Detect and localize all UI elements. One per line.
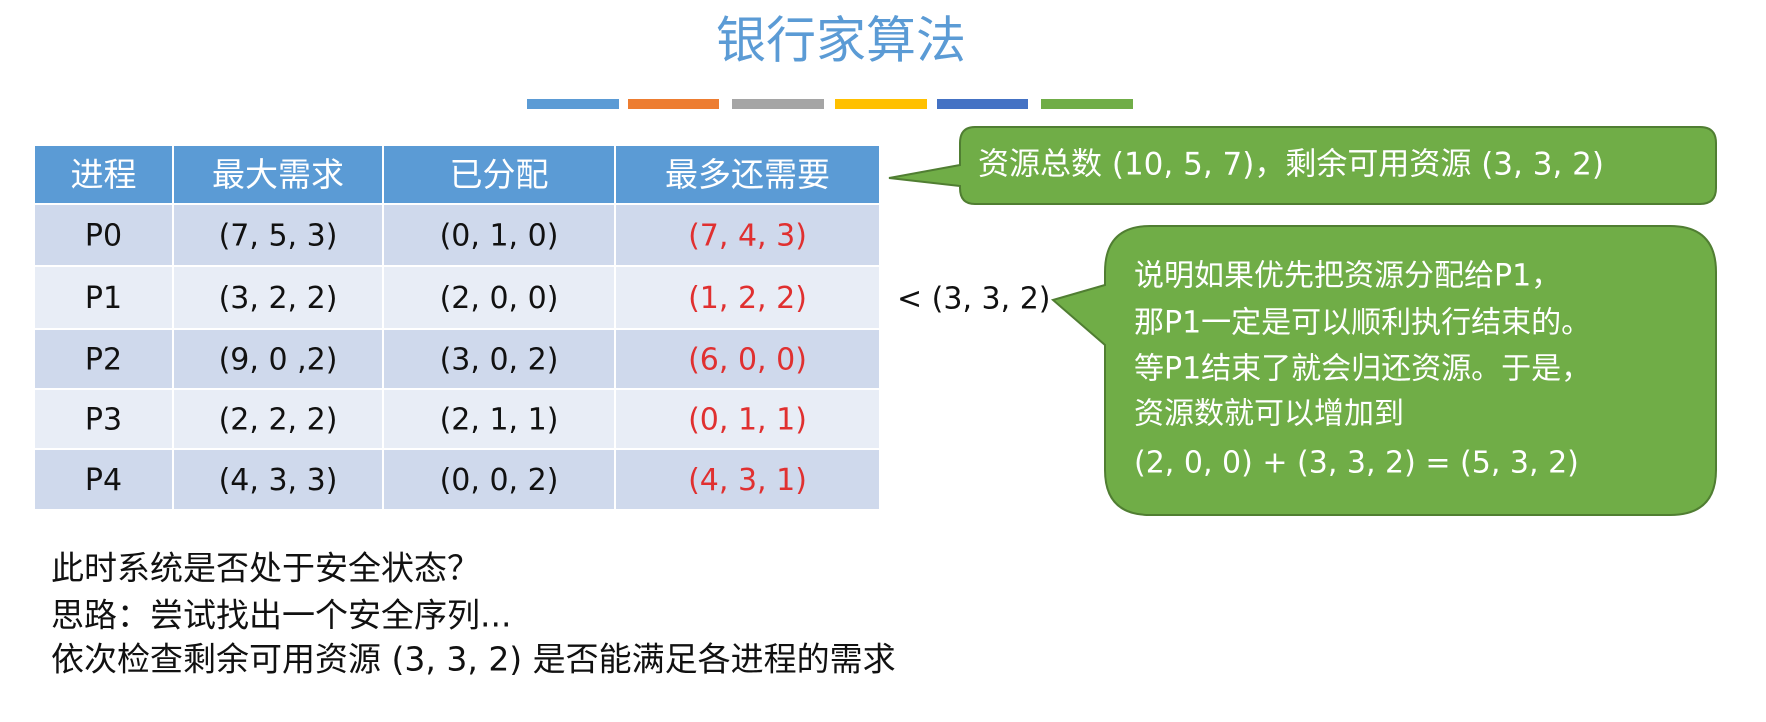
note-line: 说明如果优先把资源分配给P1， — [1134, 259, 1561, 294]
cell-text: (6, 0, 0) — [688, 343, 807, 378]
color-bars — [527, 99, 1133, 109]
table-cell — [614, 388, 881, 450]
cell-text: (7, 5, 3) — [219, 219, 338, 254]
cell-text: (1, 2, 2) — [688, 281, 807, 316]
cell-text: P4 — [85, 463, 122, 498]
cell-text: (4, 3, 3) — [219, 463, 338, 498]
note-line: 那P1一定是可以顺利执行结束的。 — [1134, 306, 1591, 341]
cell-text: (0, 0, 2) — [440, 463, 559, 498]
cell-text: (4, 3, 1) — [688, 463, 807, 498]
table-cell — [614, 448, 881, 511]
table-cell — [172, 328, 384, 390]
table: 进程 最大需求 已分配 最多还需要 P0 (7, 5, 3) (0, 1, 0) (7, 4,… — [33, 144, 881, 511]
table-cell — [172, 448, 384, 511]
header-text: 已分配 — [450, 155, 549, 194]
header-cell — [614, 144, 881, 205]
body-line: 依次检查剩余可用资源 (3, 3, 2) 是否能满足各进程的需求 — [51, 640, 896, 679]
cell-text: (3, 2, 2) — [219, 281, 338, 316]
body-text: 此时系统是否处于安全状态？ 思路：尝试找出一个安全序列... 依次检查剩余可用资源 … — [51, 549, 896, 679]
header-cell — [172, 144, 384, 205]
note-line: (2, 0, 0) + (3, 3, 2) = (5, 3, 2) — [1134, 446, 1579, 481]
bar-decor — [1041, 99, 1133, 109]
table-cell — [614, 203, 881, 267]
cell-text: (0, 1, 1) — [688, 403, 807, 438]
callout-bubble — [888, 126, 1717, 205]
cell-text: P3 — [85, 403, 122, 438]
header-text: 进程 — [71, 155, 137, 194]
table-cell — [614, 265, 881, 330]
cell-text: (3, 0, 2) — [440, 343, 559, 378]
cell-text: (2, 0, 0) — [440, 281, 559, 316]
table-cell — [382, 448, 616, 511]
callout-bubble — [1050, 225, 1717, 516]
header-text: 最多还需要 — [665, 155, 830, 194]
note-line: 等P1结束了就会归还资源。于是， — [1134, 352, 1591, 387]
cell-text: P0 — [85, 219, 122, 254]
comparison-label: < (3, 3, 2) — [897, 282, 1051, 317]
cell-text: P2 — [85, 343, 122, 378]
table-cell — [382, 388, 616, 450]
body-line: 思路：尝试找出一个安全序列... — [51, 596, 511, 635]
table-cell — [33, 448, 174, 511]
cell-text: (7, 4, 3) — [688, 219, 807, 254]
table-cell — [172, 388, 384, 450]
bar-decor — [835, 99, 927, 109]
bar-decor — [937, 99, 1028, 109]
table-cell — [614, 328, 881, 390]
bar-decor — [732, 99, 824, 109]
callout-note: 说明如果优先把资源分配给P1， 那P1一定是可以顺利执行结束的。等P1结束了就会归… — [1134, 259, 1591, 481]
table-cell — [172, 265, 384, 330]
cell-text: (9, 0 ,2) — [219, 343, 338, 378]
bar-decor — [628, 99, 719, 109]
header-cell — [33, 144, 174, 205]
note-line: 资源数就可以增加到 — [1134, 397, 1404, 432]
cell-text: P1 — [85, 281, 122, 316]
bar-decor — [527, 99, 619, 109]
cell-text: (2, 2, 2) — [219, 403, 338, 438]
slide-title: 银行家算法 — [716, 12, 966, 70]
table-cell — [172, 203, 384, 267]
header-text: 最大需求 — [212, 155, 344, 194]
table-cell — [33, 388, 174, 450]
callout-text: 资源总数 (10, 5, 7)，剩余可用资源 (3, 3, 2) — [978, 147, 1604, 183]
cell-text: (2, 1, 1) — [440, 403, 559, 438]
body-line: 此时系统是否处于安全状态？ — [51, 549, 480, 588]
header-cell — [382, 144, 616, 205]
cell-text: (0, 1, 0) — [440, 219, 559, 254]
